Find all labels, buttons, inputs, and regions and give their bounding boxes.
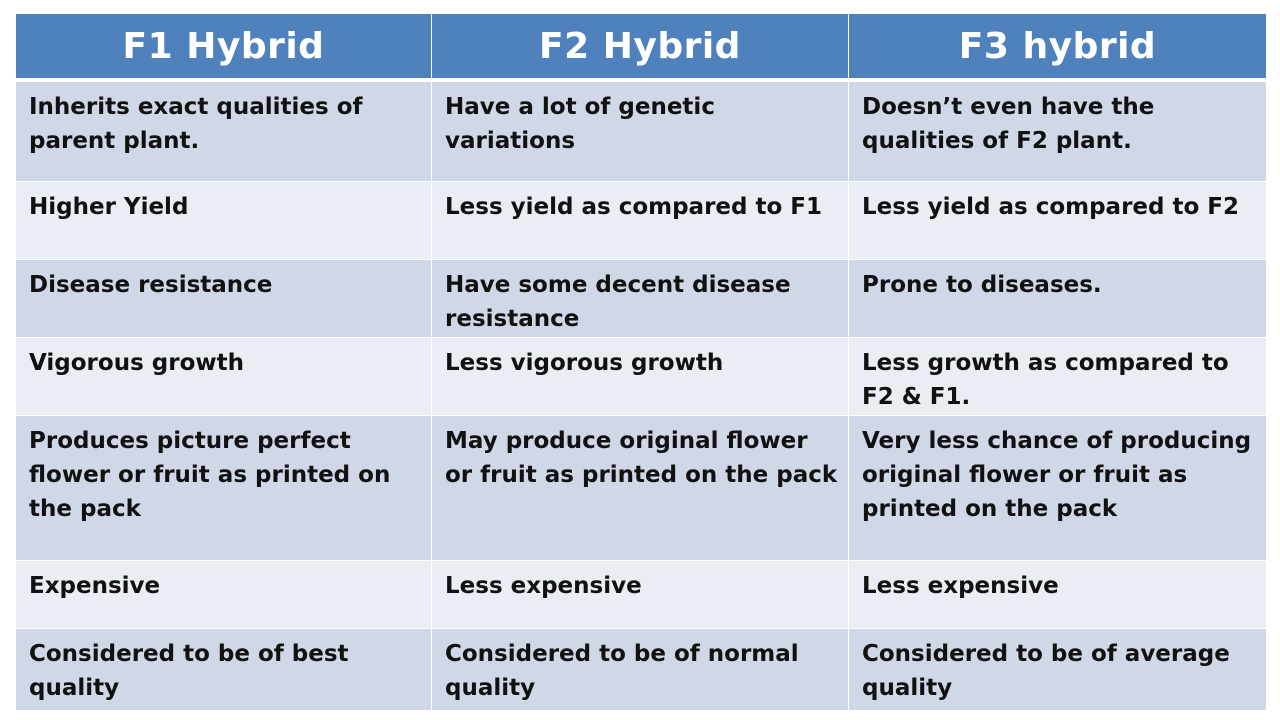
header-f2: F2 Hybrid: [432, 14, 849, 81]
table-cell: Disease resistance: [16, 259, 432, 337]
header-f3: F3 hybrid: [849, 14, 1266, 81]
header-f1: F1 Hybrid: [16, 14, 432, 81]
header-row: F1 Hybrid F2 Hybrid F3 hybrid: [16, 14, 1266, 81]
table-cell: Less yield as compared to F2: [849, 181, 1266, 259]
table-row: Considered to be of best quality Conside…: [16, 628, 1266, 710]
table-cell: Doesn’t even have the qualities of F2 pl…: [849, 81, 1266, 181]
table-cell: Expensive: [16, 560, 432, 628]
comparison-table: F1 Hybrid F2 Hybrid F3 hybrid Inherits e…: [16, 14, 1266, 710]
table-row: Expensive Less expensive Less expensive: [16, 560, 1266, 628]
table-row: Vigorous growth Less vigorous growth Les…: [16, 337, 1266, 415]
table-row: Disease resistance Have some decent dise…: [16, 259, 1266, 337]
table-cell: Less growth as compared to F2 & F1.: [849, 337, 1266, 415]
table-cell: Less yield as compared to F1: [432, 181, 849, 259]
table-cell: Vigorous growth: [16, 337, 432, 415]
table-cell: Inherits exact qualities of parent plant…: [16, 81, 432, 181]
table-row: Produces picture perfect flower or fruit…: [16, 415, 1266, 560]
table-cell: Very less chance of producing original f…: [849, 415, 1266, 560]
table-cell: Considered to be of normal quality: [432, 628, 849, 710]
table-row: Inherits exact qualities of parent plant…: [16, 81, 1266, 181]
table-cell: Considered to be of best quality: [16, 628, 432, 710]
table-row: Higher Yield Less yield as compared to F…: [16, 181, 1266, 259]
table-cell: Prone to diseases.: [849, 259, 1266, 337]
table-cell: Higher Yield: [16, 181, 432, 259]
table-cell: Considered to be of average quality: [849, 628, 1266, 710]
table-cell: Produces picture perfect flower or fruit…: [16, 415, 432, 560]
table-cell: Have a lot of genetic variations: [432, 81, 849, 181]
table-cell: Less expensive: [849, 560, 1266, 628]
table-cell: Have some decent disease resistance: [432, 259, 849, 337]
table-cell: Less vigorous growth: [432, 337, 849, 415]
table-cell: Less expensive: [432, 560, 849, 628]
table-cell: May produce original flower or fruit as …: [432, 415, 849, 560]
